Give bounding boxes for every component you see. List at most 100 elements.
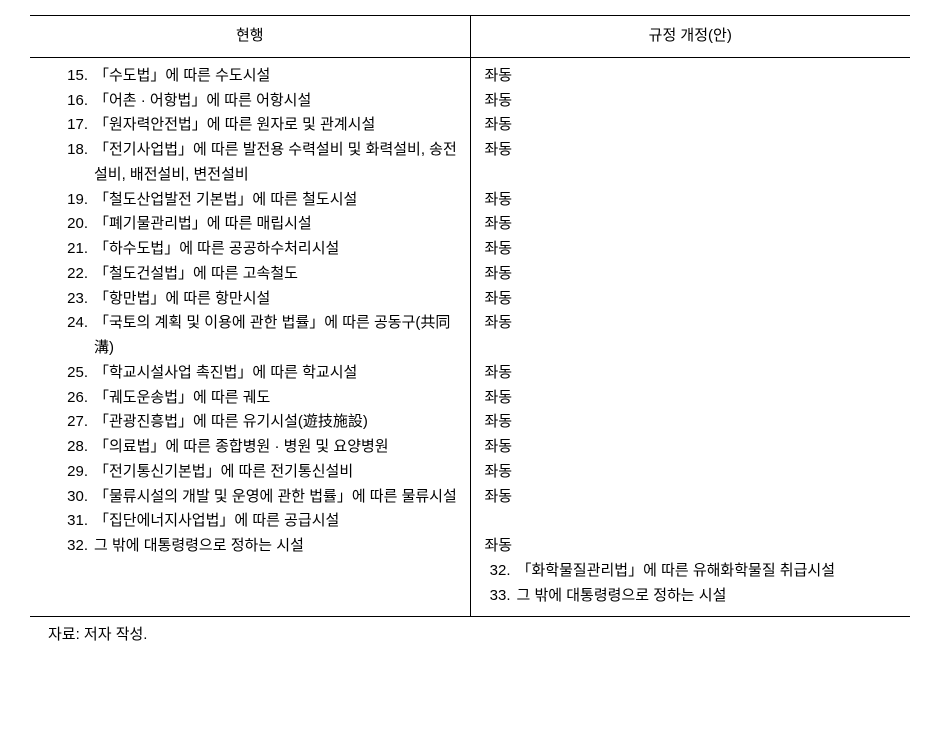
current-item: 16.「어촌 · 어항법」에 따른 어항시설 [40,89,460,114]
proposed-item: 좌동 [481,435,901,460]
proposed-text: 좌동 [485,215,513,232]
proposed-text: 좌동 [485,67,513,84]
current-items-list: 15.「수도법」에 따른 수도시설16.「어촌 · 어항법」에 따른 어항시설1… [40,64,460,559]
item-text: 그 밖에 대통령령으로 정하는 시설 [92,534,460,559]
item-number: 19. [62,188,92,213]
proposed-item-number: 33. [485,584,515,609]
proposed-item: 좌동 [481,237,901,262]
item-text: 「학교시설사업 촉진법」에 따른 학교시설 [92,361,460,386]
item-text: 「어촌 · 어항법」에 따른 어항시설 [92,89,460,114]
item-number: 32. [62,534,92,559]
item-text: 「폐기물관리법」에 따른 매립시설 [92,212,460,237]
item-number: 26. [62,386,92,411]
current-item: 24.「국토의 계획 및 이용에 관한 법률」에 따른 공동구(共同溝) [40,311,460,361]
item-text: 「항만법」에 따른 항만시설 [92,287,460,312]
item-number: 22. [62,262,92,287]
proposed-item: 좌동 [481,113,901,138]
proposed-item: 좌동 [481,534,901,559]
item-text: 「관광진흥법」에 따른 유기시설(遊技施設) [92,410,460,435]
proposed-item: 좌동 [481,311,901,361]
item-text: 「전기통신기본법」에 따른 전기통신설비 [92,460,460,485]
proposed-item: 좌동 [481,138,901,188]
proposed-text: 좌동 [485,141,513,158]
proposed-text: 좌동 [485,389,513,406]
proposed-item: 32.「화학물질관리법」에 따른 유해화학물질 취급시설 [481,559,901,584]
proposed-text: 좌동 [485,191,513,208]
source-note: 자료: 저자 작성. [30,617,910,648]
proposed-text: 좌동 [485,463,513,480]
proposed-item: 좌동 [481,386,901,411]
proposed-item-text: 그 밖에 대통령령으로 정하는 시설 [515,584,901,609]
spacer [485,336,901,361]
proposed-text: 좌동 [485,537,513,554]
current-item: 25.「학교시설사업 촉진법」에 따른 학교시설 [40,361,460,386]
proposed-text: 좌동 [485,413,513,430]
table-header: 현행 규정 개정(안) [30,16,910,57]
proposed-items-list: 좌동좌동좌동좌동 좌동좌동좌동좌동좌동좌동 좌동좌동좌동좌동좌동좌동 좌동32.… [481,64,901,609]
current-column: 15.「수도법」에 따른 수도시설16.「어촌 · 어항법」에 따른 어항시설1… [30,57,470,616]
item-text: 「수도법」에 따른 수도시설 [92,64,460,89]
item-text: 「물류시설의 개발 및 운영에 관한 법률」에 따른 물류시설 [92,485,460,510]
proposed-item: 좌동 [481,188,901,213]
proposed-text: 좌동 [485,364,513,381]
item-number: 23. [62,287,92,312]
proposed-item: 좌동 [481,361,901,386]
proposed-text: 좌동 [485,314,513,331]
proposed-item-text: 「화학물질관리법」에 따른 유해화학물질 취급시설 [515,559,901,584]
current-item: 22.「철도건설법」에 따른 고속철도 [40,262,460,287]
proposed-item: 좌동 [481,64,901,89]
current-item: 21.「하수도법」에 따른 공공하수처리시설 [40,237,460,262]
item-text: 「궤도운송법」에 따른 궤도 [92,386,460,411]
proposed-text: 좌동 [485,116,513,133]
item-text: 「하수도법」에 따른 공공하수처리시설 [92,237,460,262]
item-number: 27. [62,410,92,435]
proposed-item: 좌동 [481,485,901,535]
item-number: 28. [62,435,92,460]
current-item: 29.「전기통신기본법」에 따른 전기통신설비 [40,460,460,485]
current-item: 23.「항만법」에 따른 항만시설 [40,287,460,312]
proposed-item: 좌동 [481,460,901,485]
current-item: 15.「수도법」에 따른 수도시설 [40,64,460,89]
current-item: 28.「의료법」에 따른 종합병원 · 병원 및 요양병원 [40,435,460,460]
proposed-text: 좌동 [485,92,513,109]
header-current: 현행 [30,16,470,57]
current-item: 31.「집단에너지사업법」에 따른 공급시설 [40,509,460,534]
current-item: 19.「철도산업발전 기본법」에 따른 철도시설 [40,188,460,213]
current-item: 32.그 밖에 대통령령으로 정하는 시설 [40,534,460,559]
item-number: 16. [62,89,92,114]
current-item: 20.「폐기물관리법」에 따른 매립시설 [40,212,460,237]
proposed-text: 좌동 [485,438,513,455]
proposed-item: 좌동 [481,410,901,435]
proposed-text: 좌동 [485,240,513,257]
spacer [485,509,901,534]
item-number: 15. [62,64,92,89]
item-text: 「의료법」에 따른 종합병원 · 병원 및 요양병원 [92,435,460,460]
proposed-item: 좌동 [481,212,901,237]
proposed-item-number: 32. [485,559,515,584]
spacer [485,163,901,188]
current-item: 17.「원자력안전법」에 따른 원자로 및 관계시설 [40,113,460,138]
comparison-table: 현행 규정 개정(안) 15.「수도법」에 따른 수도시설16.「어촌 · 어항… [30,15,910,617]
proposed-text: 좌동 [485,265,513,282]
item-text: 「국토의 계획 및 이용에 관한 법률」에 따른 공동구(共同溝) [92,311,460,361]
item-number: 18. [62,138,92,188]
item-number: 31. [62,509,92,534]
item-text: 「철도건설법」에 따른 고속철도 [92,262,460,287]
proposed-item: 33.그 밖에 대통령령으로 정하는 시설 [481,584,901,609]
header-proposed: 규정 개정(안) [470,16,910,57]
current-item: 26.「궤도운송법」에 따른 궤도 [40,386,460,411]
item-number: 17. [62,113,92,138]
item-number: 29. [62,460,92,485]
item-text: 「전기사업법」에 따른 발전용 수력설비 및 화력설비, 송전설비, 배전설비,… [92,138,460,188]
item-number: 24. [62,311,92,361]
item-text: 「집단에너지사업법」에 따른 공급시설 [92,509,460,534]
table: 현행 규정 개정(안) 15.「수도법」에 따른 수도시설16.「어촌 · 어항… [30,16,910,616]
proposed-text: 좌동 [485,290,513,307]
item-number: 20. [62,212,92,237]
proposed-text: 좌동 [485,488,513,505]
item-text: 「철도산업발전 기본법」에 따른 철도시설 [92,188,460,213]
current-item: 18.「전기사업법」에 따른 발전용 수력설비 및 화력설비, 송전설비, 배전… [40,138,460,188]
proposed-item: 좌동 [481,287,901,312]
proposed-item: 좌동 [481,89,901,114]
item-text: 「원자력안전법」에 따른 원자로 및 관계시설 [92,113,460,138]
